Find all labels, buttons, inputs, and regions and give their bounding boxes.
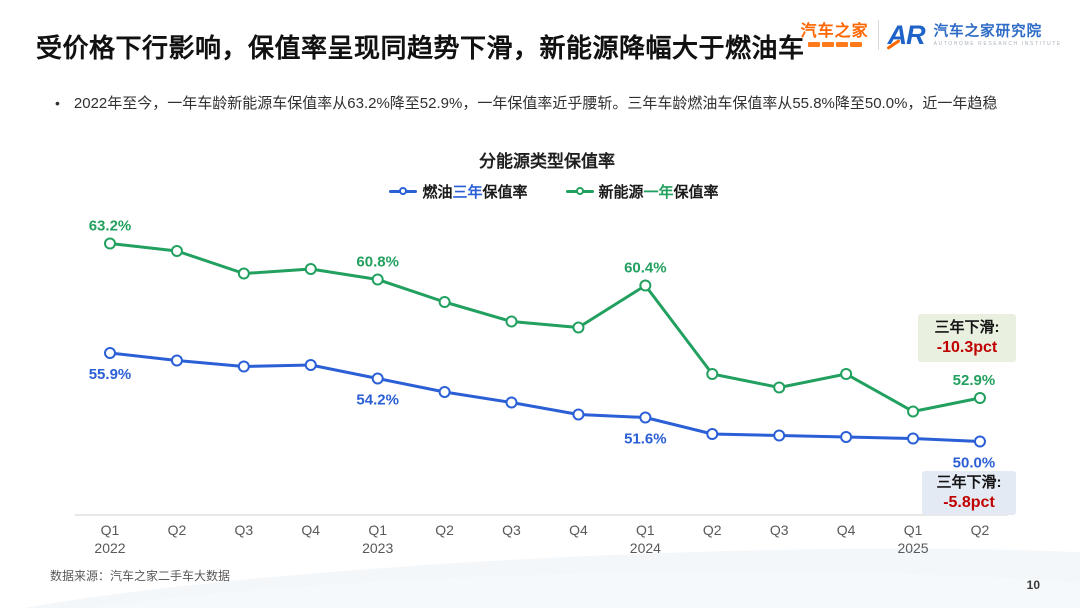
chart-title: 分能源类型保值率	[479, 152, 615, 171]
data-point-label: 54.2%	[356, 392, 399, 409]
brand-tag-icon	[849, 41, 862, 47]
data-point	[304, 263, 317, 275]
chart-legend: 燃油三年保值率 新能源一年保值率	[14, 181, 1080, 202]
data-point	[304, 359, 317, 371]
brand-wordmark: 汽车之家	[800, 22, 869, 40]
x-tick-label: Q3	[502, 522, 521, 538]
series-line	[108, 242, 982, 413]
summary-bullet: • 2022年至今，一年车龄新能源车保值率从63.2%降至52.9%，一年保值率…	[55, 92, 1033, 115]
brand-tag-icon	[807, 41, 820, 47]
x-tick-label: Q2	[168, 522, 187, 538]
series-line	[108, 351, 982, 443]
x-tick-year-label: 2025	[897, 540, 928, 556]
legend-item: 新能源一年保值率	[565, 181, 719, 202]
x-tick-label: Q4	[569, 522, 588, 538]
data-point	[572, 321, 585, 334]
data-point	[371, 273, 384, 286]
legend-item: 燃油三年保值率	[389, 181, 528, 202]
data-point	[170, 354, 183, 367]
brand-tag-icon	[821, 41, 834, 47]
data-point	[104, 237, 116, 250]
legend-label: 新能源一年保值率	[598, 184, 719, 201]
annotation-label: 三年下滑:	[936, 474, 1002, 491]
data-point	[505, 315, 518, 328]
data-point-label: 60.8%	[356, 254, 399, 271]
data-point	[639, 411, 652, 424]
data-point	[438, 296, 451, 308]
data-point	[237, 360, 250, 373]
x-tick-label: Q4	[301, 522, 320, 538]
data-point	[773, 429, 786, 442]
legend-line-marker-icon	[565, 187, 594, 197]
bullet-text: 2022年至今，一年车龄新能源车保值率从63.2%降至52.9%，一年保值率近乎…	[73, 95, 998, 112]
x-tick-label: Q2	[435, 522, 454, 538]
bullet-marker: •	[55, 95, 60, 111]
autohome-logo: 汽车之家 AR 汽车之家研究院 AUTOHOME RESEARCH INSTIT…	[801, 20, 1062, 50]
legend-line-marker-icon	[389, 187, 418, 197]
data-point	[438, 386, 451, 398]
data-point	[237, 267, 250, 280]
annotation-value: -10.3pct	[936, 339, 998, 356]
institute-subtitle: AUTOHOME RESEARCH INSTITUTE	[933, 40, 1062, 47]
data-point-label: 63.2%	[89, 218, 132, 235]
data-point-label: 50.0%	[953, 455, 996, 472]
x-tick-year-label: 2024	[630, 540, 661, 556]
data-point	[840, 368, 853, 380]
data-source-note: 数据来源：汽车之家二手车大数据	[50, 569, 231, 583]
brand-tag-icon	[835, 41, 848, 47]
data-point	[505, 396, 518, 409]
annotation-value: -5.8pct	[943, 494, 995, 511]
autohome-brand-logo: 汽车之家	[800, 22, 869, 47]
data-point	[706, 428, 719, 440]
x-tick-label: Q4	[837, 522, 856, 538]
ar-logo-icon: AR	[886, 19, 926, 50]
data-point	[371, 372, 384, 385]
data-point-label: 55.9%	[89, 366, 132, 383]
data-point	[773, 381, 786, 394]
research-institute-logo: 汽车之家研究院 AUTOHOME RESEARCH INSTITUTE	[934, 24, 1062, 47]
x-tick-label: Q3	[770, 522, 789, 538]
x-tick-year-label: 2022	[94, 540, 125, 556]
x-tick-label: Q1	[368, 522, 387, 538]
x-tick-label: Q1	[636, 522, 655, 538]
page-number: 10	[1026, 578, 1040, 592]
x-tick-label: Q2	[703, 522, 722, 538]
data-point-label: 51.6%	[624, 431, 667, 448]
data-point	[639, 279, 652, 292]
data-point	[104, 347, 116, 359]
x-tick-label: Q1	[904, 522, 923, 538]
annotation-badge: 三年下滑: -5.8pct	[922, 471, 1016, 515]
data-point	[907, 405, 920, 418]
x-tick-label: Q1	[101, 522, 120, 538]
data-point-label: 60.4%	[624, 260, 667, 277]
data-point	[572, 408, 585, 421]
data-point	[907, 432, 920, 445]
institute-wordmark: 汽车之家研究院	[933, 23, 1043, 40]
data-point	[840, 431, 853, 443]
data-point	[706, 368, 719, 380]
page-title: 受价格下行影响，保值率呈现同趋势下滑，新能源降幅大于燃油车	[36, 33, 805, 63]
data-point	[170, 245, 183, 257]
annotation-badge: 三年下滑: -10.3pct	[918, 314, 1016, 362]
x-tick-year-label: 2023	[362, 540, 393, 556]
x-tick-label: Q3	[234, 522, 253, 538]
data-point-label: 52.9%	[953, 372, 996, 389]
legend-label: 燃油三年保值率	[422, 184, 528, 201]
data-point	[973, 392, 986, 404]
brand-sub-tags	[807, 41, 862, 47]
annotation-label: 三年下滑:	[934, 319, 1000, 336]
logo-divider	[877, 20, 879, 50]
x-tick-label: Q2	[971, 522, 990, 538]
data-point	[973, 435, 986, 448]
